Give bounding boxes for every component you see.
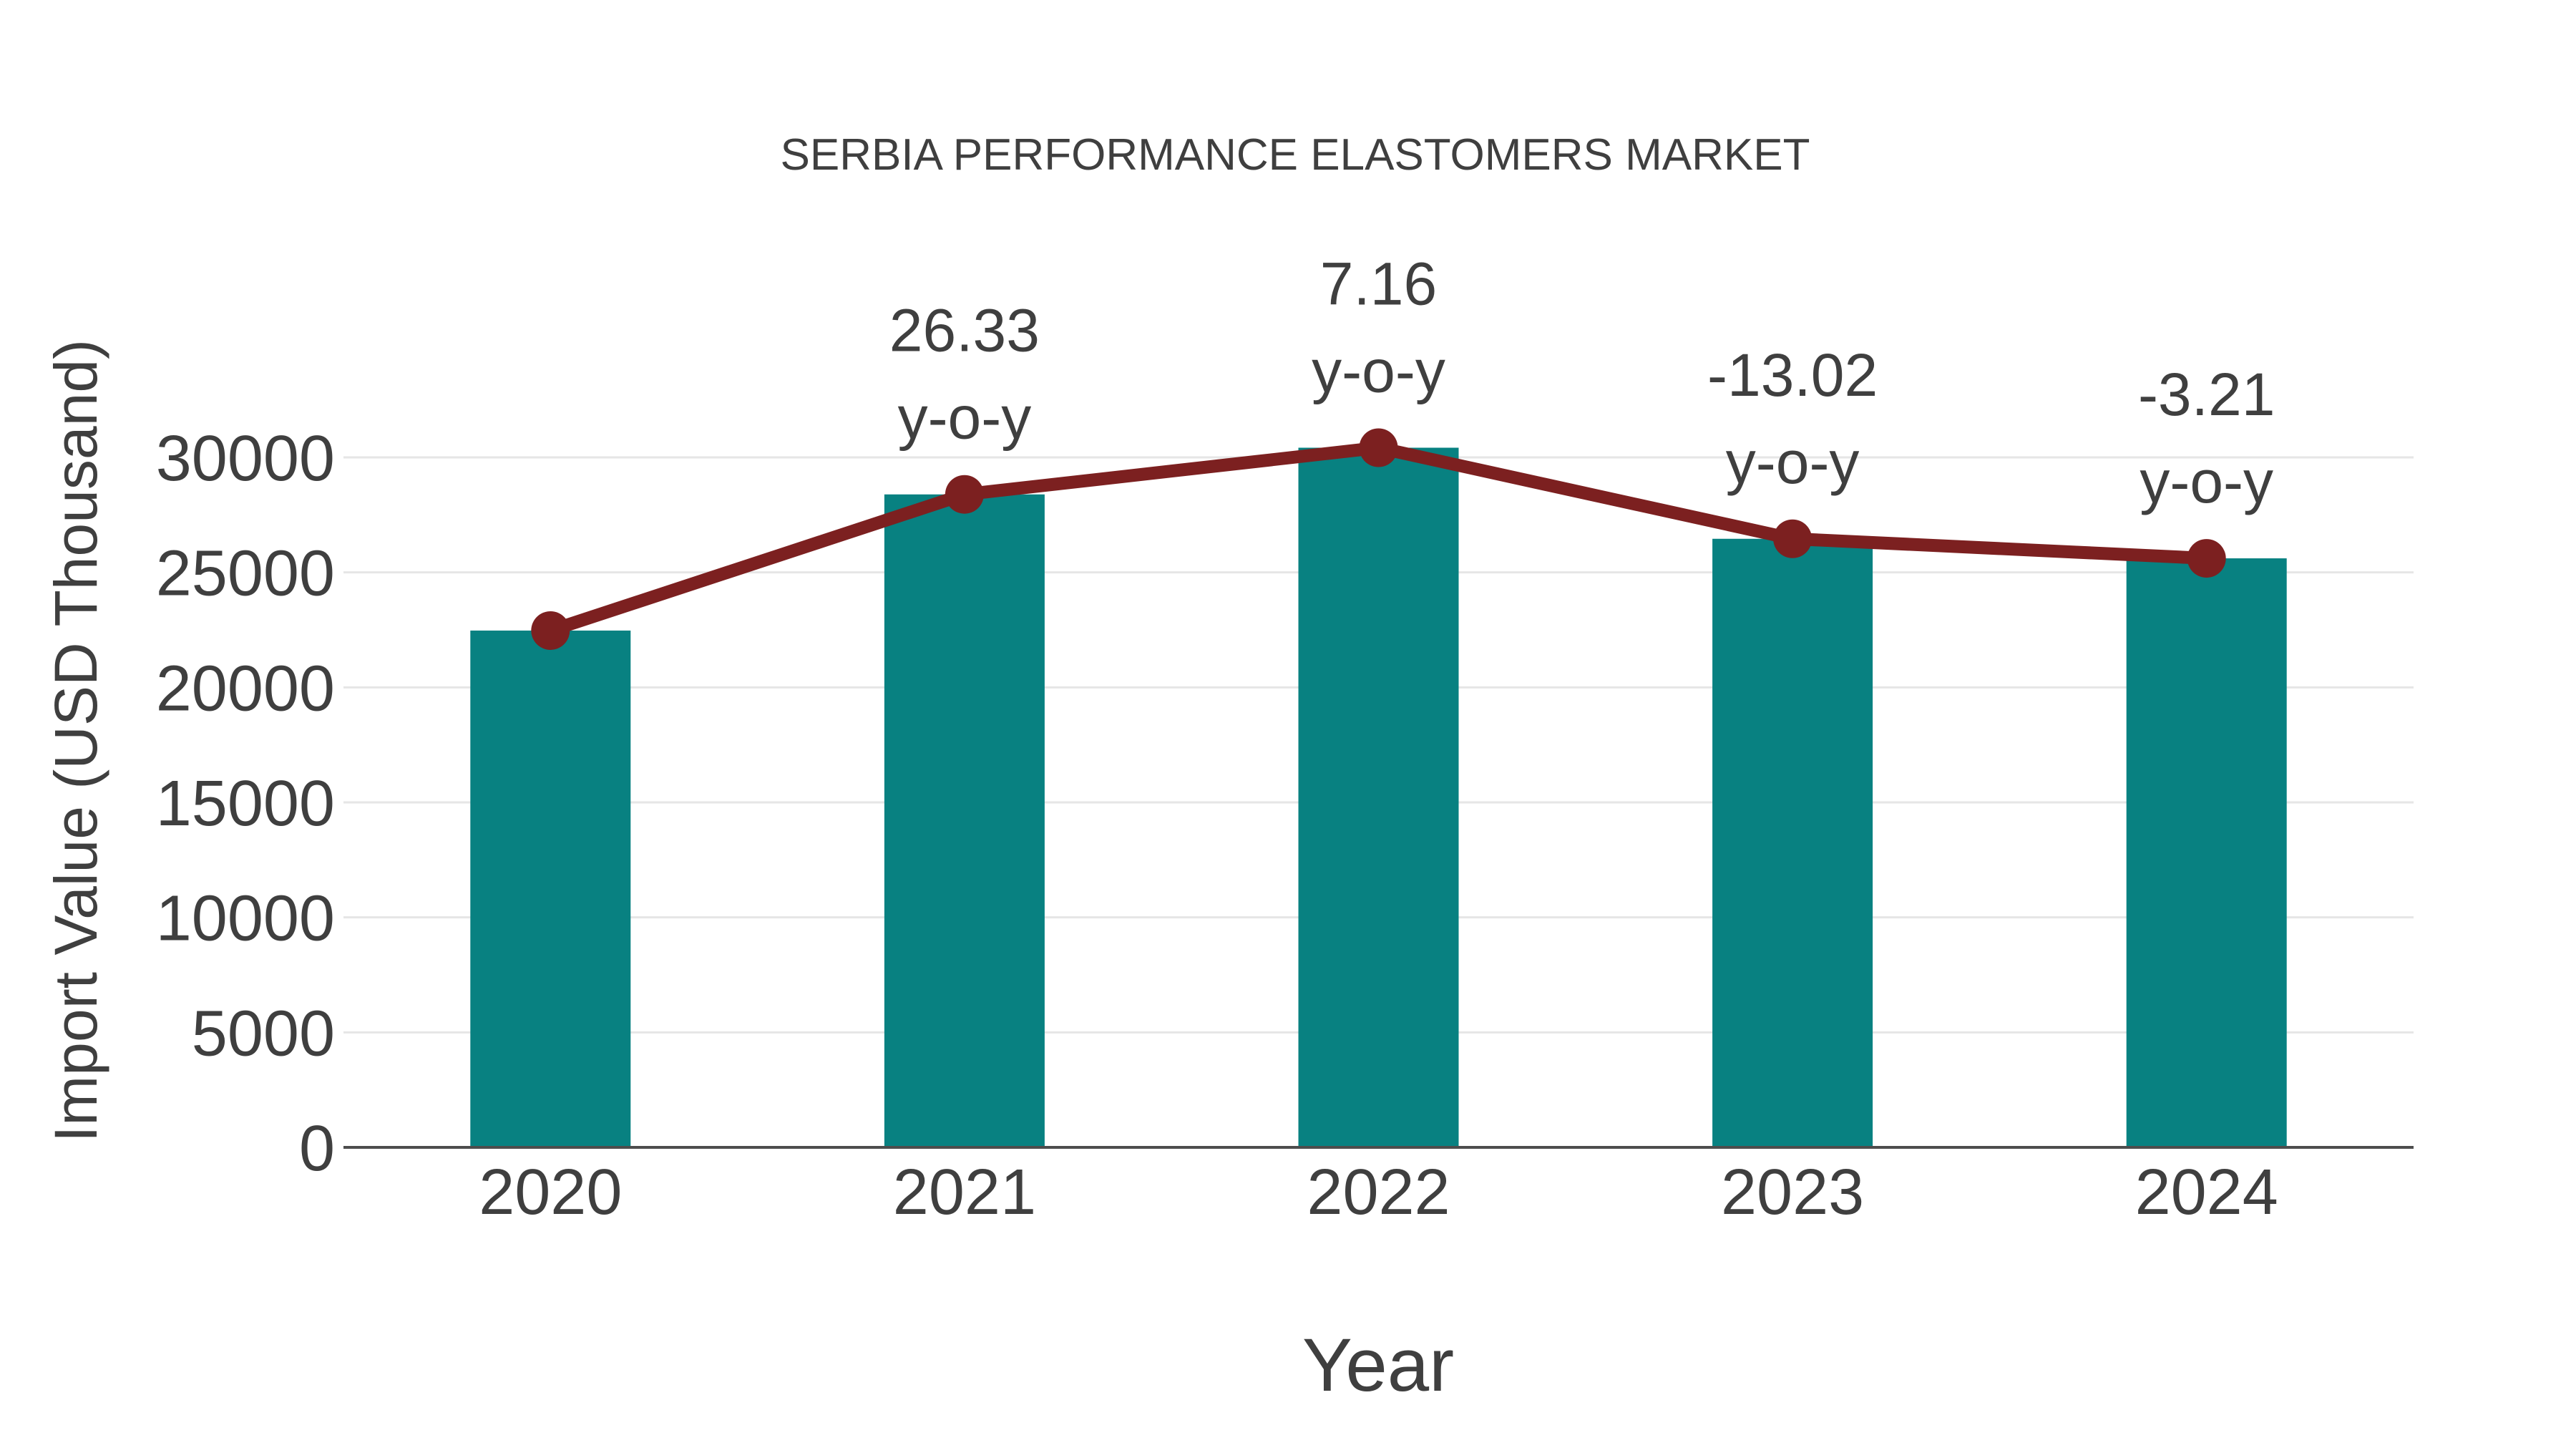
chart-title: SERBIA PERFORMANCE ELASTOMERS MARKET	[781, 130, 1810, 180]
marker-2024	[2187, 539, 2226, 578]
y-tick-20000: 20000	[156, 653, 335, 724]
annotation-unit-2023: y-o-y	[1726, 429, 1860, 496]
x-tick-2024: 2024	[2135, 1157, 2278, 1228]
y-tick-25000: 25000	[156, 538, 335, 610]
bar-2024	[2126, 558, 2287, 1147]
annotation-unit-2021: y-o-y	[898, 384, 1032, 452]
x-axis-title: Year	[1302, 1323, 1454, 1407]
bar-2021	[884, 494, 1045, 1147]
annotation-unit-2022: y-o-y	[1312, 338, 1445, 405]
y-tick-30000: 30000	[156, 423, 335, 495]
marker-2021	[945, 475, 984, 514]
x-tick-2023: 2023	[1721, 1157, 1864, 1228]
annotation-value-2021: 26.33	[889, 297, 1040, 364]
marker-2023	[1773, 519, 1813, 558]
annotation-unit-2024: y-o-y	[2140, 448, 2273, 515]
marker-2022	[1359, 428, 1398, 467]
y-axis-title: Import Value (USD Thousand)	[42, 339, 109, 1142]
y-tick-5000: 5000	[192, 998, 335, 1069]
annotation-value-2023: -13.02	[1707, 341, 1878, 409]
y-tick-10000: 10000	[156, 883, 335, 955]
annotation-value-2022: 7.16	[1320, 251, 1438, 318]
x-tick-2020: 2020	[479, 1157, 622, 1228]
y-tick-0: 0	[299, 1113, 335, 1185]
y-tick-15000: 15000	[156, 768, 335, 840]
bar-2023	[1712, 538, 1873, 1147]
x-tick-2021: 2021	[893, 1157, 1036, 1228]
plot-area: 0 5000 10000 15000 20000 25000 30000 2020 2021 20…	[156, 251, 2414, 1228]
annotation-value-2024: -3.21	[2138, 361, 2275, 428]
x-tick-2022: 2022	[1307, 1157, 1450, 1228]
marker-2020	[531, 611, 570, 650]
bar-2020	[470, 630, 631, 1147]
bar-2022	[1298, 447, 1459, 1147]
